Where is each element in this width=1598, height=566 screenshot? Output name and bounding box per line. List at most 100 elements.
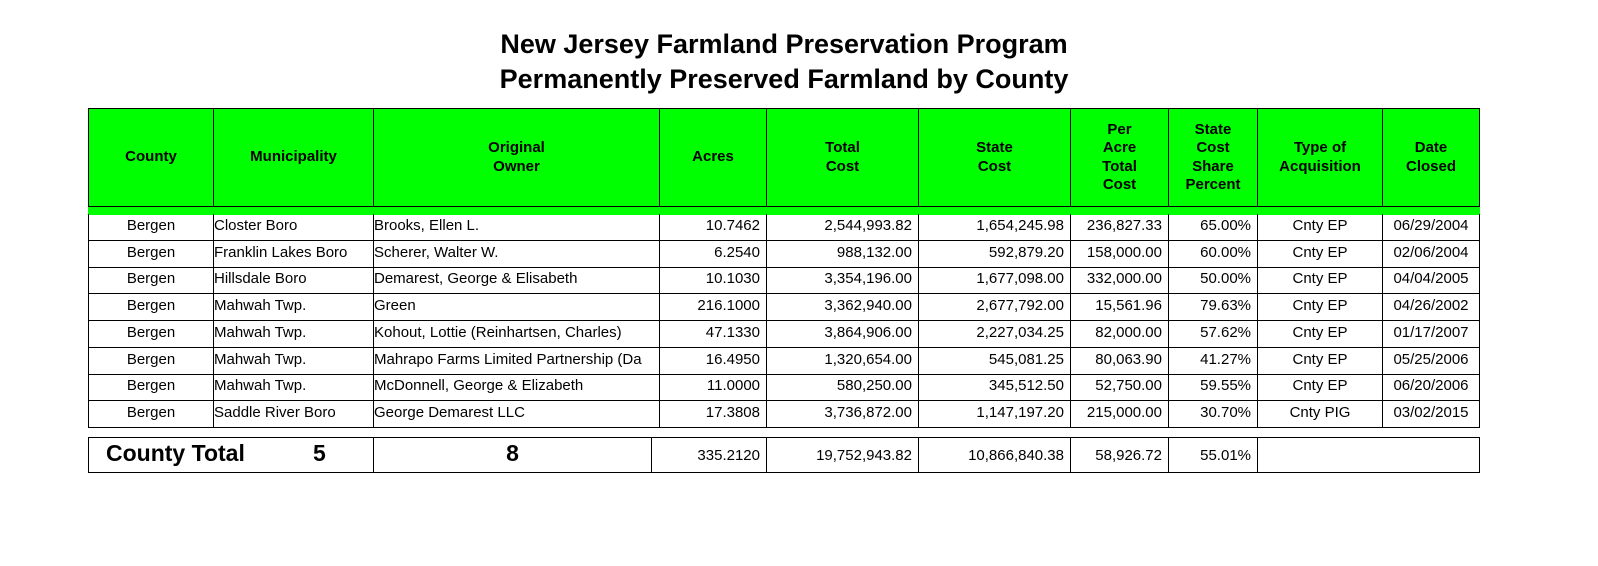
table-row: Bergen Hillsdale Boro Demarest, George & E… xyxy=(88,267,1480,295)
cell-original-owner: Brooks, Ellen L. xyxy=(373,214,659,240)
cell-municipality: Mahwah Twp. xyxy=(213,347,373,374)
header-per-acre-total-cost: Per Acre Total Cost xyxy=(1070,109,1168,207)
cell-total-cost: 3,736,872.00 xyxy=(766,400,918,427)
cell-state-cost-share-percent: 30.70% xyxy=(1168,400,1257,427)
total-cost: 19,752,943.82 xyxy=(766,438,918,472)
cell-original-owner: Mahrapo Farms Limited Partnership (Da xyxy=(373,347,659,374)
header-total-cost: Total Cost xyxy=(766,109,918,207)
table-row: Bergen Mahwah Twp. Green 216.1000 3,362,940.… xyxy=(88,294,1480,322)
cell-state-cost-share-percent: 79.63% xyxy=(1168,294,1257,321)
cell-state-cost-share-percent: 59.55% xyxy=(1168,374,1257,401)
cell-total-cost: 3,362,940.00 xyxy=(766,294,918,321)
cell-original-owner: Demarest, George & Elisabeth xyxy=(373,267,659,294)
header-municipality: Municipality xyxy=(213,109,373,207)
report-subtitle: Permanently Preserved Farmland by County xyxy=(499,64,1069,94)
report-title: New Jersey Farmland Preservation Program xyxy=(500,29,1068,59)
cell-date-closed: 04/26/2002 xyxy=(1382,294,1480,321)
cell-per-acre-total-cost: 82,000.00 xyxy=(1070,320,1168,347)
cell-state-cost: 545,081.25 xyxy=(918,347,1070,374)
cell-original-owner: Green xyxy=(373,294,659,321)
total-acres: 335.2120 xyxy=(651,438,766,472)
cell-acres: 11.0000 xyxy=(659,374,766,401)
cell-acres: 47.1330 xyxy=(659,320,766,347)
cell-date-closed: 04/04/2005 xyxy=(1382,267,1480,294)
header-acres: Acres xyxy=(659,109,766,207)
total-empty xyxy=(1257,438,1480,472)
cell-municipality: Closter Boro xyxy=(213,214,373,240)
cell-county: Bergen xyxy=(88,214,213,240)
header-state-cost: State Cost xyxy=(918,109,1070,207)
cell-state-cost-share-percent: 65.00% xyxy=(1168,214,1257,240)
cell-original-owner: Scherer, Walter W. xyxy=(373,240,659,267)
cell-type-of-acquisition: Cnty EP xyxy=(1257,267,1382,294)
table-row: Bergen Franklin Lakes Boro Scherer, Walter… xyxy=(88,240,1480,268)
cell-original-owner: Kohout, Lottie (Reinhartsen, Charles) xyxy=(373,320,659,347)
cell-date-closed: 06/29/2004 xyxy=(1382,214,1480,240)
cell-municipality: Mahwah Twp. xyxy=(213,320,373,347)
cell-per-acre-total-cost: 215,000.00 xyxy=(1070,400,1168,427)
cell-type-of-acquisition: Cnty PIG xyxy=(1257,400,1382,427)
header-county: County xyxy=(88,109,213,207)
header-state-cost-share-percent: State Cost Share Percent xyxy=(1168,109,1257,207)
cell-total-cost: 1,320,654.00 xyxy=(766,347,918,374)
cell-date-closed: 03/02/2015 xyxy=(1382,400,1480,427)
cell-per-acre-total-cost: 80,063.90 xyxy=(1070,347,1168,374)
cell-state-cost-share-percent: 41.27% xyxy=(1168,347,1257,374)
cell-per-acre-total-cost: 158,000.00 xyxy=(1070,240,1168,267)
total-state-cost: 10,866,840.38 xyxy=(918,438,1070,472)
cell-acres: 16.4950 xyxy=(659,347,766,374)
cell-type-of-acquisition: Cnty EP xyxy=(1257,374,1382,401)
cell-acres: 216.1000 xyxy=(659,294,766,321)
cell-type-of-acquisition: Cnty EP xyxy=(1257,240,1382,267)
cell-municipality: Mahwah Twp. xyxy=(213,374,373,401)
cell-date-closed: 06/20/2006 xyxy=(1382,374,1480,401)
county-total-row: County Total 5 8 335.2120 19,752,943.82 … xyxy=(88,437,1480,473)
header-date-closed: Date Closed xyxy=(1382,109,1480,207)
cell-municipality: Franklin Lakes Boro xyxy=(213,240,373,267)
cell-total-cost: 580,250.00 xyxy=(766,374,918,401)
cell-acres: 6.2540 xyxy=(659,240,766,267)
cell-type-of-acquisition: Cnty EP xyxy=(1257,347,1382,374)
cell-per-acre-total-cost: 15,561.96 xyxy=(1070,294,1168,321)
total-farms: 8 xyxy=(506,440,519,466)
cell-municipality: Mahwah Twp. xyxy=(213,294,373,321)
cell-per-acre-total-cost: 52,750.00 xyxy=(1070,374,1168,401)
total-municipalities: 5 xyxy=(313,440,326,466)
cell-state-cost: 2,677,792.00 xyxy=(918,294,1070,321)
cell-acres: 10.7462 xyxy=(659,214,766,240)
cell-state-cost: 1,147,197.20 xyxy=(918,400,1070,427)
cell-type-of-acquisition: Cnty EP xyxy=(1257,294,1382,321)
header-type-of-acquisition: Type of Acquisition xyxy=(1257,109,1382,207)
cell-date-closed: 05/25/2006 xyxy=(1382,347,1480,374)
cell-type-of-acquisition: Cnty EP xyxy=(1257,214,1382,240)
cell-total-cost: 3,864,906.00 xyxy=(766,320,918,347)
total-per-acre: 58,926.72 xyxy=(1070,438,1168,472)
cell-county: Bergen xyxy=(88,400,213,427)
cell-acres: 17.3808 xyxy=(659,400,766,427)
cell-state-cost-share-percent: 60.00% xyxy=(1168,240,1257,267)
cell-county: Bergen xyxy=(88,374,213,401)
cell-state-cost: 1,654,245.98 xyxy=(918,214,1070,240)
cell-date-closed: 02/06/2004 xyxy=(1382,240,1480,267)
header-original-owner: Original Owner xyxy=(373,109,659,207)
cell-municipality: Hillsdale Boro xyxy=(213,267,373,294)
cell-original-owner: George Demarest LLC xyxy=(373,400,659,427)
table-row: Bergen Mahwah Twp. Kohout, Lottie (Reinhar… xyxy=(88,320,1480,348)
table-row: Bergen Mahwah Twp. Mahrapo Farms Limited P… xyxy=(88,347,1480,375)
cell-county: Bergen xyxy=(88,294,213,321)
cell-acres: 10.1030 xyxy=(659,267,766,294)
cell-type-of-acquisition: Cnty EP xyxy=(1257,320,1382,347)
cell-county: Bergen xyxy=(88,347,213,374)
cell-county: Bergen xyxy=(88,240,213,267)
cell-date-closed: 01/17/2007 xyxy=(1382,320,1480,347)
table-row: Bergen Closter Boro Brooks, Ellen L. 10.746… xyxy=(88,214,1480,241)
cell-total-cost: 3,354,196.00 xyxy=(766,267,918,294)
table-row: Bergen Mahwah Twp. McDonnell, George & Eli… xyxy=(88,374,1480,402)
cell-per-acre-total-cost: 332,000.00 xyxy=(1070,267,1168,294)
cell-state-cost: 2,227,034.25 xyxy=(918,320,1070,347)
cell-municipality: Saddle River Boro xyxy=(213,400,373,427)
cell-state-cost: 592,879.20 xyxy=(918,240,1070,267)
cell-per-acre-total-cost: 236,827.33 xyxy=(1070,214,1168,240)
cell-original-owner: McDonnell, George & Elizabeth xyxy=(373,374,659,401)
table-row: Bergen Saddle River Boro George Demarest L… xyxy=(88,400,1480,428)
